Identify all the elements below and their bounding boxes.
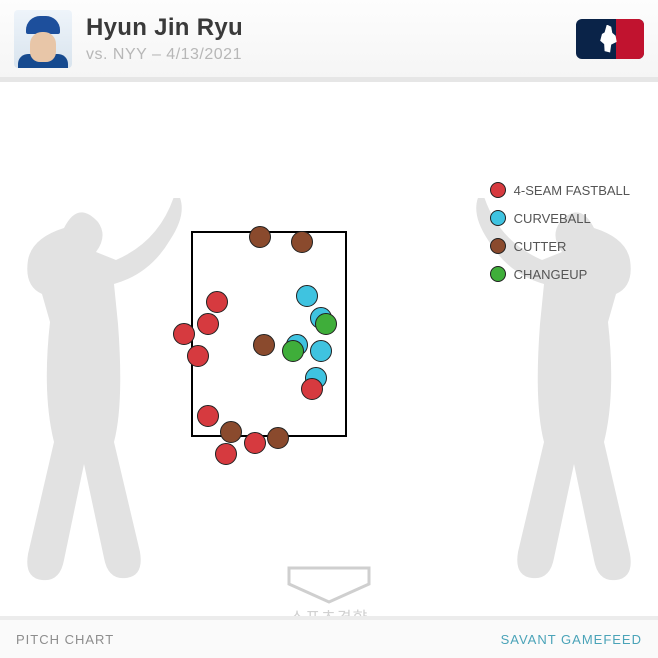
pitch-dot: [206, 291, 228, 313]
mlb-logo-icon: [576, 19, 644, 59]
footer: PITCH CHART SAVANT GAMEFEED: [0, 616, 658, 658]
legend-item: 4-SEAM FASTBALL: [490, 182, 630, 198]
pitch-dot: [187, 345, 209, 367]
legend-label: 4-SEAM FASTBALL: [514, 183, 630, 198]
legend-label: CURVEBALL: [514, 211, 591, 226]
pitch-dot: [173, 323, 195, 345]
pitch-chart-card: Hyun Jin Ryu vs. NYY – 4/13/2021 4-SEAM …: [0, 0, 658, 658]
pitch-dot: [310, 340, 332, 362]
player-name: Hyun Jin Ryu: [86, 14, 576, 42]
header-titles: Hyun Jin Ryu vs. NYY – 4/13/2021: [86, 14, 576, 64]
matchup-subtitle: vs. NYY – 4/13/2021: [86, 46, 576, 64]
legend-dot-icon: [490, 266, 506, 282]
pitch-legend: 4-SEAM FASTBALL CURVEBALL CUTTER CHANGEUP: [490, 182, 630, 294]
legend-item: CUTTER: [490, 238, 630, 254]
legend-dot-icon: [490, 182, 506, 198]
pitch-dot: [244, 432, 266, 454]
legend-dot-icon: [490, 238, 506, 254]
header: Hyun Jin Ryu vs. NYY – 4/13/2021: [0, 0, 658, 82]
player-avatar: [14, 10, 72, 68]
pitch-dot: [296, 285, 318, 307]
pitch-dot: [215, 443, 237, 465]
pitch-dot: [315, 313, 337, 335]
pitch-dot: [291, 231, 313, 253]
batter-silhouette-left: [0, 198, 184, 598]
footer-right-label: SAVANT GAMEFEED: [501, 632, 642, 647]
pitch-dot: [301, 378, 323, 400]
footer-left-label: PITCH CHART: [16, 632, 114, 647]
legend-item: CURVEBALL: [490, 210, 630, 226]
pitch-plot: 4-SEAM FASTBALL CURVEBALL CUTTER CHANGEUP: [0, 82, 658, 616]
pitch-dot: [197, 405, 219, 427]
pitch-dot: [220, 421, 242, 443]
legend-item: CHANGEUP: [490, 266, 630, 282]
pitch-dot: [197, 313, 219, 335]
pitch-dot: [249, 226, 271, 248]
pitch-dot: [253, 334, 275, 356]
pitch-dot: [267, 427, 289, 449]
legend-label: CUTTER: [514, 239, 567, 254]
home-plate-icon: [285, 564, 373, 604]
legend-dot-icon: [490, 210, 506, 226]
legend-label: CHANGEUP: [514, 267, 588, 282]
pitch-dot: [282, 340, 304, 362]
